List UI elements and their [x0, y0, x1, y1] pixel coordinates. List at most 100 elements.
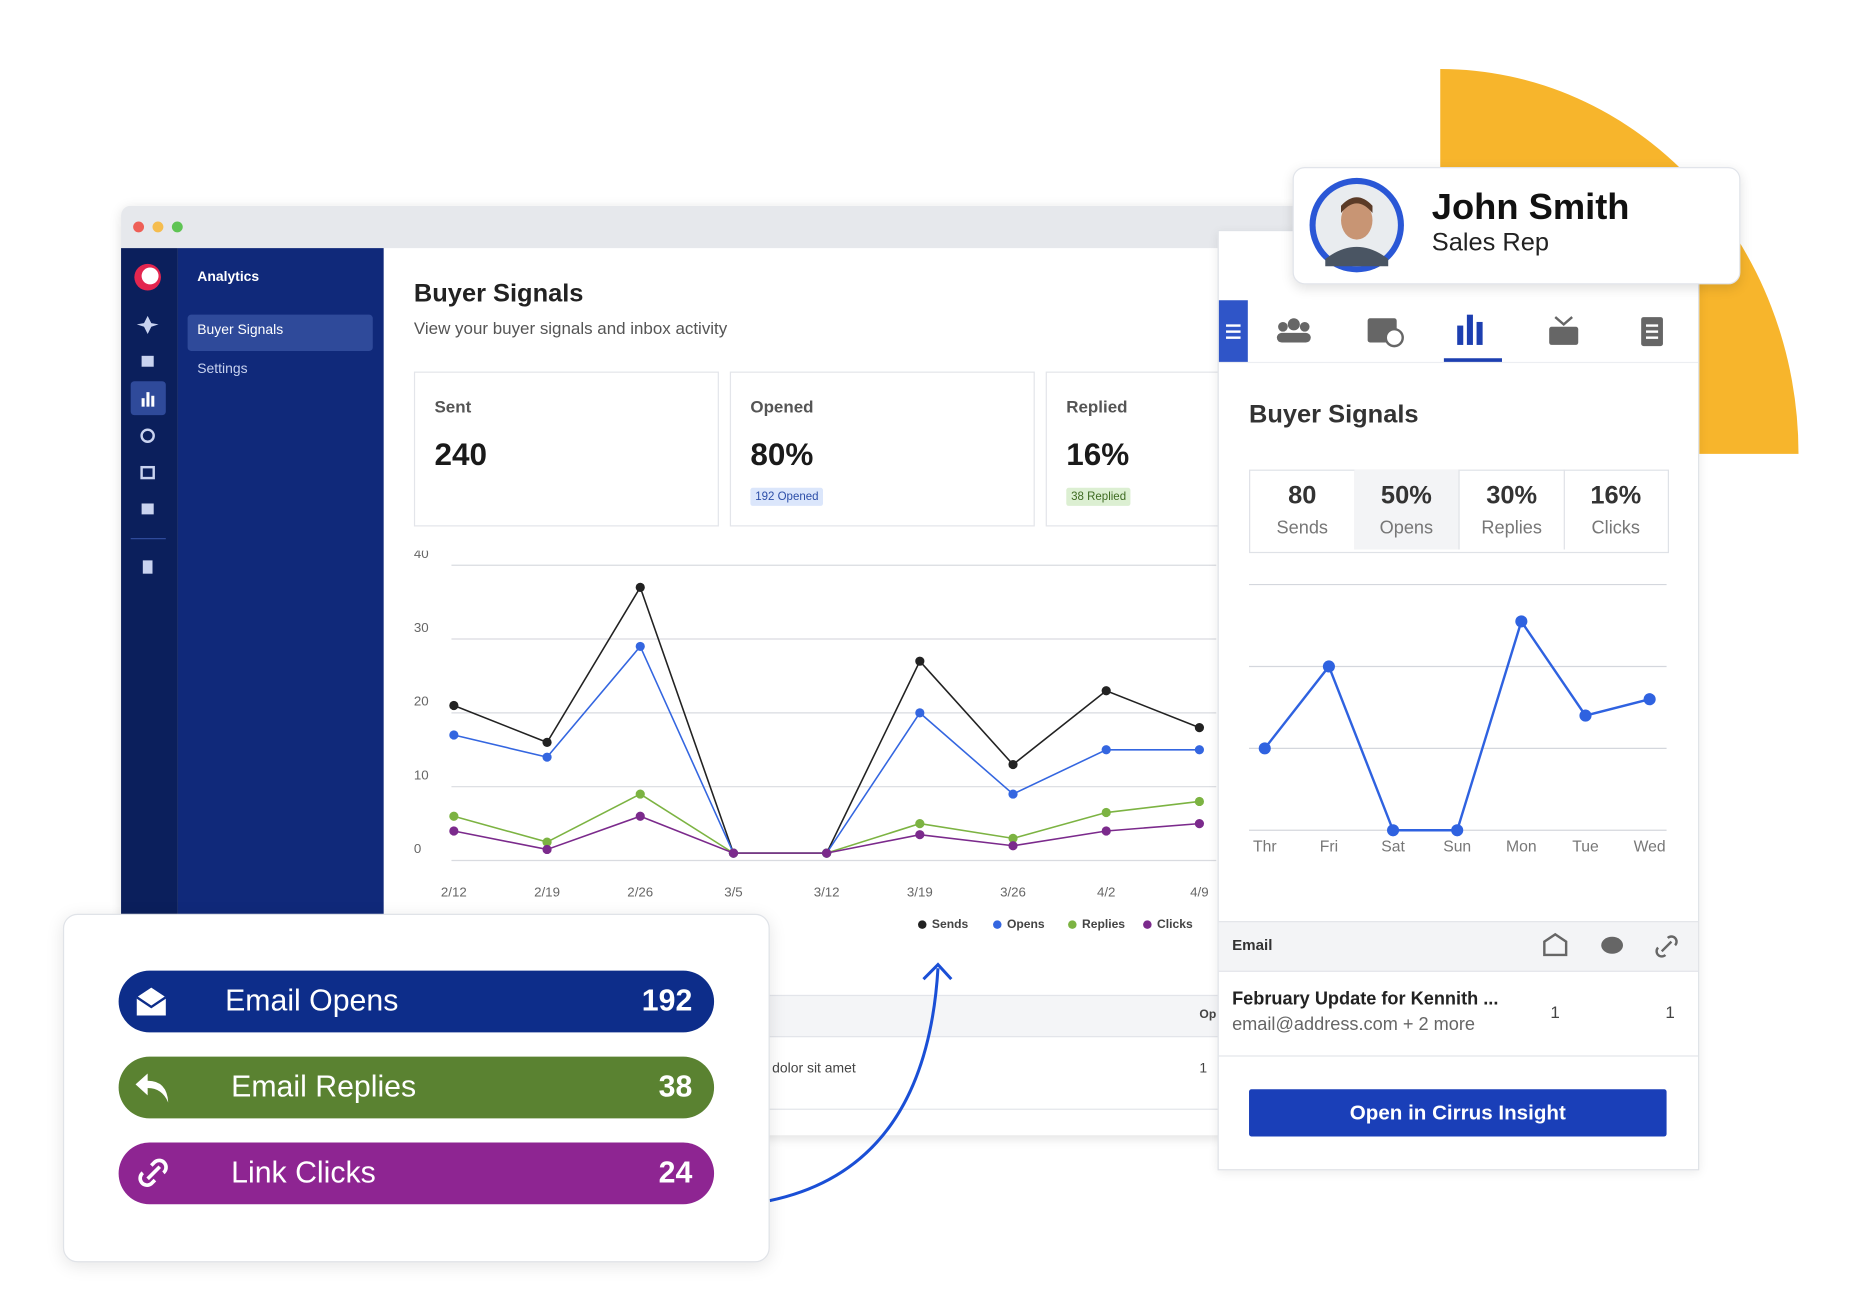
icon-panel[interactable]	[140, 465, 155, 480]
stat-value: 50%	[1380, 481, 1432, 510]
data-point	[1008, 833, 1018, 843]
x-tick-label: Tue	[1572, 838, 1599, 855]
icon-link	[138, 1158, 168, 1187]
pill-value: 24	[658, 1155, 693, 1190]
nav-item[interactable]: Buyer Signals	[197, 323, 284, 338]
stat-value: 80	[1288, 481, 1317, 510]
card-value: 80%	[750, 435, 814, 473]
avatar-face	[1341, 200, 1373, 240]
data-point	[635, 582, 645, 592]
card-value: 240	[434, 435, 488, 473]
max-dot[interactable]	[171, 221, 183, 233]
menu-line	[1226, 324, 1241, 327]
tab-clipboard[interactable]	[1641, 317, 1663, 347]
data-point	[915, 830, 925, 840]
icon-bar	[151, 395, 155, 407]
close-dot[interactable]	[133, 221, 145, 233]
data-point	[449, 826, 459, 836]
legend-label: Replies	[1082, 917, 1125, 931]
stat-label: Replies	[1481, 518, 1542, 539]
tab-analytics[interactable]	[1443, 314, 1502, 362]
data-point	[1194, 723, 1205, 733]
opens-pill: Email Opens 192	[118, 970, 715, 1033]
nav-title: Analytics	[197, 269, 260, 285]
email-header-icons	[1543, 932, 1678, 958]
tab-mail[interactable]	[1549, 316, 1579, 345]
stat-value: 16%	[1590, 481, 1642, 510]
legend-label: Sends	[932, 917, 969, 931]
data-point	[1008, 789, 1018, 799]
stat-value: 30%	[1486, 481, 1538, 510]
y-tick-label: 0	[414, 841, 421, 856]
x-tick-label: 3/19	[907, 885, 933, 900]
email-address: email@address.com + 2 more	[1232, 1014, 1476, 1035]
avatar-hair	[1341, 197, 1373, 214]
data-point	[1194, 819, 1205, 829]
stat-label: Sends	[1276, 518, 1329, 539]
table-row-line	[767, 1108, 1332, 1110]
stat-card: Sent 240	[413, 371, 719, 527]
stat-label: Clicks	[1591, 518, 1640, 539]
table-cell: dolor sit amet	[772, 1061, 856, 1076]
nav-active[interactable]	[187, 314, 373, 351]
card-label: Replied	[1066, 396, 1128, 417]
min-dot[interactable]	[152, 221, 164, 233]
tab-people[interactable]	[1276, 318, 1311, 343]
data-point	[542, 737, 552, 747]
x-tick-label: Thr	[1253, 838, 1277, 855]
arrow-head	[922, 962, 953, 981]
rail-icons	[130, 263, 166, 574]
icon-calendar[interactable]	[141, 355, 154, 367]
data-point	[1515, 615, 1528, 628]
x-tick-label: Fri	[1320, 838, 1338, 855]
email-count: 1	[1550, 1002, 1560, 1022]
data-point	[728, 848, 739, 858]
data-point	[449, 811, 459, 821]
tab-icons	[1218, 300, 1663, 362]
x-tick-label: Sat	[1381, 838, 1405, 855]
clicks-pill: Link Clicks 24	[118, 1142, 715, 1205]
icon-building[interactable]	[142, 560, 153, 574]
icon-open	[136, 987, 167, 1016]
icon-bar	[141, 398, 145, 407]
data-point	[1451, 824, 1464, 837]
pill-value: 38	[658, 1069, 693, 1104]
x-tick-label: 3/26	[1000, 885, 1026, 900]
x-tick-label: 4/9	[1190, 885, 1209, 900]
open-button[interactable]: Open in Cirrus Insight	[1249, 1089, 1667, 1137]
icon-box[interactable]	[141, 503, 154, 515]
email-subject[interactable]: February Update for Kennith ...	[1232, 988, 1499, 1010]
legend-swatch	[1068, 920, 1077, 929]
data-point	[1101, 807, 1111, 818]
series-line	[453, 585, 1200, 854]
arrow	[769, 962, 953, 1203]
x-tick-label: 4/2	[1097, 885, 1116, 900]
x-tick-label: Sun	[1443, 838, 1471, 855]
tab-bar	[1218, 300, 1699, 364]
menu-line	[1226, 336, 1241, 339]
data-point	[635, 789, 645, 799]
data-point	[1194, 745, 1205, 755]
data-point	[1387, 824, 1400, 837]
page-title: Buyer Signals	[413, 279, 584, 308]
tab-calendar[interactable]	[1367, 318, 1404, 348]
pill-value: 192	[641, 983, 693, 1018]
series-line	[453, 815, 1200, 854]
series-line	[453, 644, 1200, 854]
x-tick-label: Mon	[1506, 838, 1537, 855]
panel-title: Buyer Signals	[1249, 400, 1419, 429]
x-tick-label: 3/5	[724, 885, 742, 900]
data-point	[1194, 796, 1205, 807]
stat-label: Opens	[1379, 518, 1434, 539]
x-tick-label: 3/12	[814, 885, 840, 900]
profile-card: John Smith Sales Rep	[1292, 167, 1741, 285]
card-label: Opened	[750, 396, 814, 417]
nav-item[interactable]: Settings	[197, 361, 248, 377]
icon-sync[interactable]	[140, 428, 155, 443]
x-tick-label: 2/26	[627, 885, 653, 900]
icon-sparkle[interactable]	[136, 315, 159, 335]
data-point	[915, 819, 925, 829]
card-value: 16%	[1066, 435, 1130, 473]
data-point	[1008, 841, 1018, 851]
